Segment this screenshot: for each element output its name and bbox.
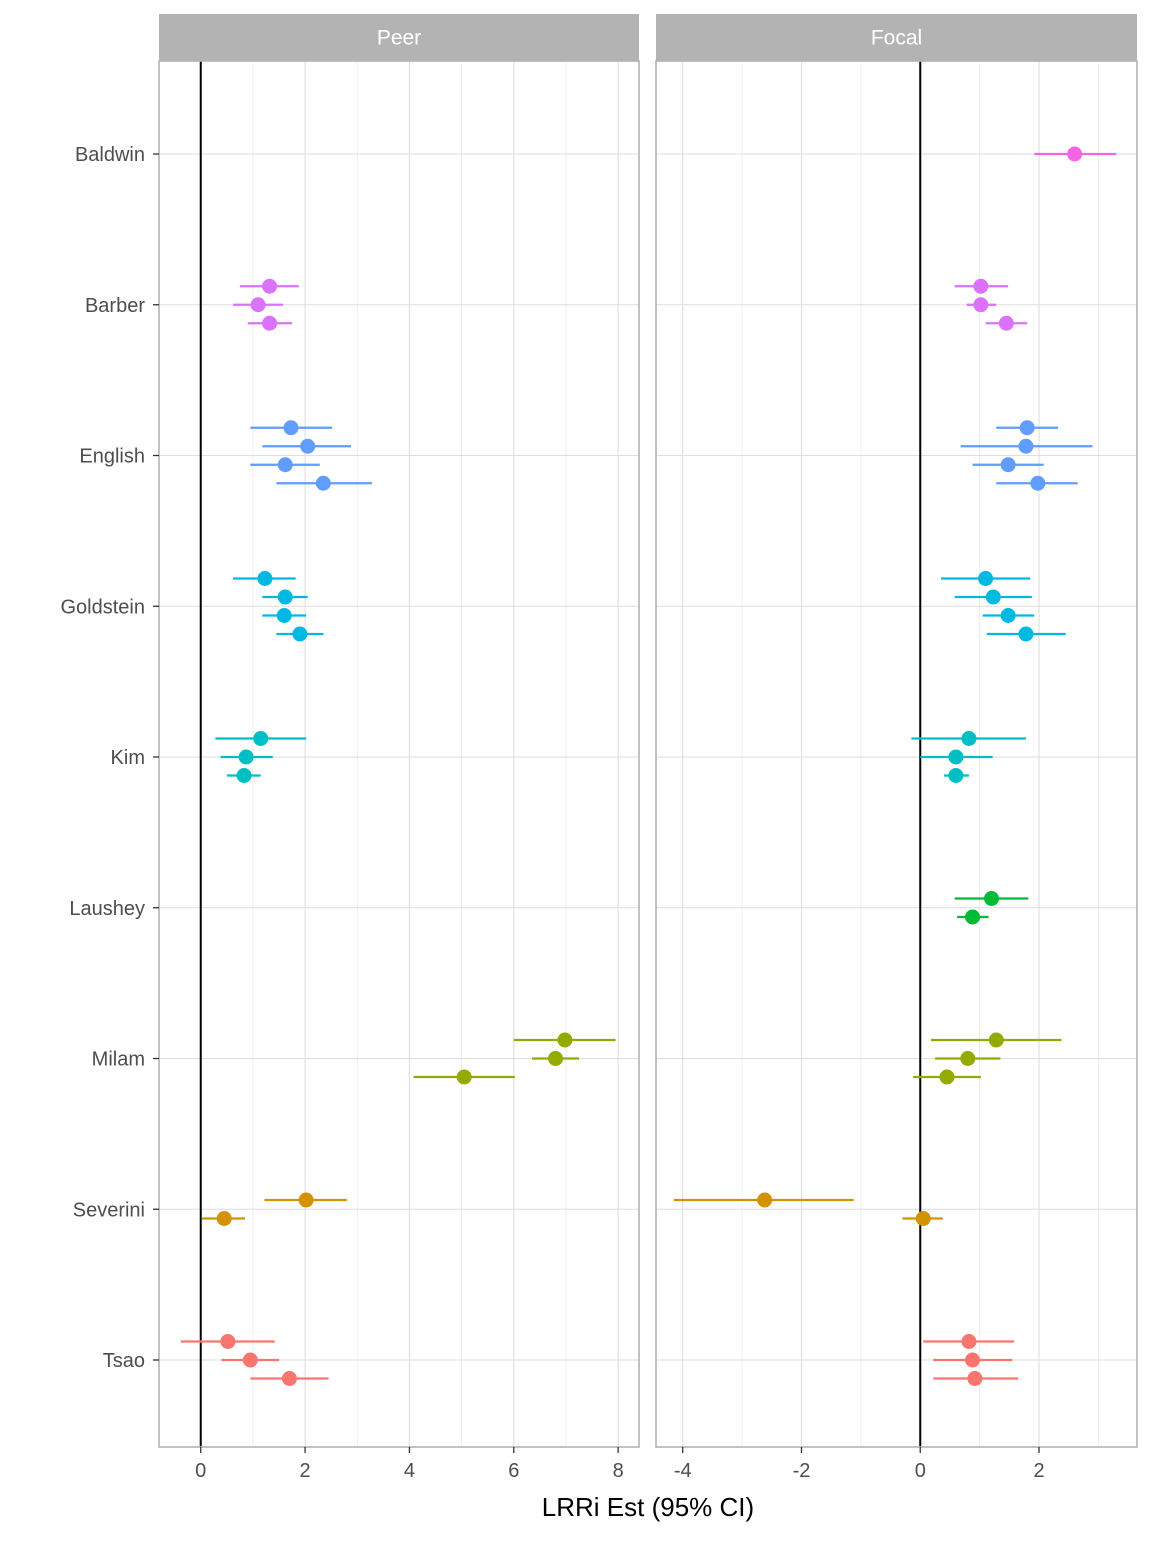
estimate-point-kim — [253, 731, 269, 746]
estimate-point-goldstein — [276, 608, 292, 623]
x-tick-label: 6 — [508, 1460, 519, 1482]
x-tick-label: 2 — [1033, 1460, 1044, 1482]
estimate-point-milam — [939, 1069, 955, 1085]
facet-strip-label: Focal — [871, 27, 922, 50]
estimate-point-goldstein — [277, 589, 293, 605]
estimate-point-goldstein — [1018, 626, 1034, 642]
y-tick-label-kim: Kim — [111, 747, 145, 769]
estimate-point-laushey — [984, 891, 1000, 906]
estimate-point-kim — [948, 768, 964, 783]
panel-focal: Focal -4 -2 0 2 — [655, 14, 1138, 1482]
estimate-point-tsao — [220, 1334, 236, 1349]
estimate-point-english — [1018, 438, 1034, 454]
x-tick-label: -4 — [674, 1460, 692, 1482]
estimate-point-severini — [216, 1211, 232, 1226]
facet-strip — [159, 14, 639, 61]
estimate-point-english — [283, 420, 299, 436]
estimate-point-kim — [238, 749, 254, 765]
estimate-point-tsao — [965, 1352, 981, 1368]
estimate-point-barber — [973, 297, 989, 313]
x-tick-label: 0 — [915, 1460, 926, 1482]
estimate-point-severini — [757, 1192, 773, 1208]
estimate-point-milam — [548, 1051, 564, 1066]
estimate-point-laushey — [965, 909, 981, 925]
panel-peer: Peer 0 2 4 6 8 — [158, 14, 640, 1482]
estimate-point-goldstein — [978, 571, 994, 586]
panel-background — [159, 61, 639, 1447]
estimate-point-barber — [262, 278, 278, 294]
y-tick-label-english: English — [79, 446, 145, 468]
y-tick-label-barber: Barber — [85, 295, 145, 317]
estimate-point-kim — [236, 768, 252, 783]
estimate-point-baldwin — [1067, 146, 1083, 162]
estimate-point-goldstein — [1000, 608, 1016, 623]
y-tick-label-goldstein: Goldstein — [61, 596, 146, 618]
estimate-point-kim — [961, 731, 977, 746]
estimate-point-goldstein — [985, 589, 1001, 605]
y-tick-label-milam: Milam — [92, 1049, 145, 1071]
estimate-point-english — [277, 457, 293, 473]
x-tick-label: 2 — [300, 1460, 311, 1482]
estimate-point-goldstein — [292, 626, 308, 642]
estimate-point-goldstein — [257, 571, 273, 586]
estimate-point-barber — [973, 278, 989, 294]
x-tick-label: 4 — [404, 1460, 415, 1482]
estimate-point-milam — [988, 1032, 1004, 1048]
estimate-point-tsao — [967, 1371, 983, 1386]
estimate-point-english — [1030, 475, 1046, 491]
estimate-point-english — [300, 438, 316, 454]
estimate-point-english — [1019, 420, 1035, 436]
facet-strip — [656, 14, 1137, 61]
estimate-point-tsao — [961, 1334, 977, 1349]
estimate-point-severini — [298, 1192, 314, 1208]
estimate-point-english — [315, 475, 331, 491]
x-tick-label: -2 — [793, 1460, 811, 1482]
y-tick-label-baldwin: Baldwin — [75, 144, 145, 166]
x-axis-title: LRRi Est (95% CI) — [542, 1492, 754, 1522]
y-tick-label-laushey: Laushey — [69, 898, 145, 920]
panel-background — [656, 61, 1137, 1447]
estimate-point-barber — [250, 297, 266, 313]
estimate-point-english — [1000, 457, 1016, 473]
x-tick-label: 0 — [195, 1460, 206, 1482]
estimate-point-barber — [998, 315, 1014, 331]
estimate-point-milam — [456, 1069, 472, 1085]
y-tick-label-severini: Severini — [73, 1199, 145, 1221]
estimate-point-tsao — [281, 1371, 297, 1386]
facet-strip-label: Peer — [377, 27, 421, 50]
estimate-point-tsao — [242, 1352, 258, 1368]
estimate-point-milam — [960, 1051, 976, 1066]
x-tick-label: 8 — [613, 1460, 624, 1482]
estimate-point-barber — [262, 315, 278, 331]
estimate-point-kim — [948, 749, 964, 765]
estimate-point-milam — [557, 1032, 573, 1048]
y-tick-label-tsao: Tsao — [103, 1350, 145, 1372]
estimate-point-severini — [915, 1211, 931, 1226]
